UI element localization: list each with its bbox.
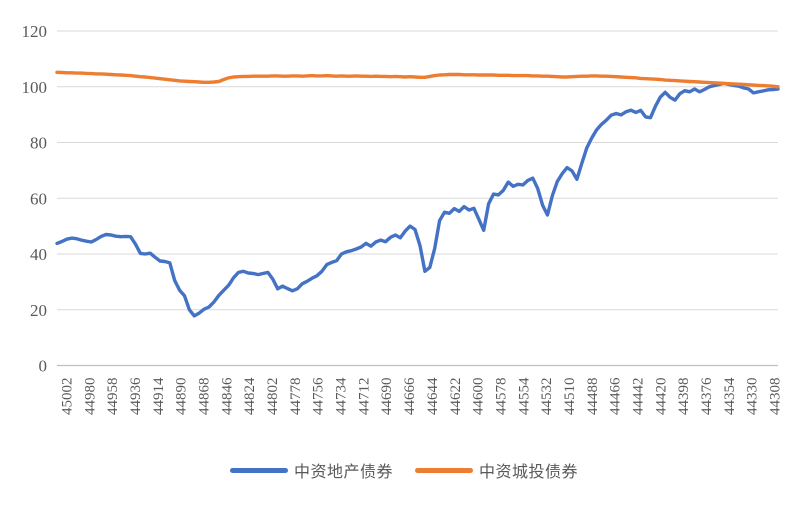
x-axis-label: 44958 [105,378,121,416]
y-axis-label: 20 [30,301,47,320]
x-axis-label: 44666 [402,377,418,415]
x-axis-label: 44824 [242,377,258,415]
x-axis-label: 44488 [585,378,601,416]
y-axis-label: 120 [22,22,48,41]
x-axis-label: 44376 [699,377,715,415]
x-axis-label: 44712 [356,378,372,416]
y-axis-label: 40 [30,245,47,264]
x-axis-label: 44868 [197,378,213,416]
x-axis-label: 44398 [676,378,692,416]
legend: 中资地产债券 中资城投债券 [0,458,808,482]
legend-label-lgfv-bonds: 中资城投债券 [479,464,579,481]
x-axis-label: 44778 [288,378,304,416]
legend-swatch-property-bonds [229,467,288,473]
series-line-1 [55,70,780,89]
x-axis-label: 44914 [151,377,167,415]
x-axis-label: 44308 [768,378,784,416]
x-axis-label: 44734 [334,377,350,415]
x-axis-label: 44510 [562,378,578,416]
y-axis-label: 60 [30,189,47,208]
x-axis-label: 44644 [425,377,441,415]
legend-label-property-bonds: 中资地产债券 [293,464,393,481]
y-axis-label: 100 [22,78,48,97]
x-axis-label: 44420 [653,378,669,416]
x-axis-label: 44622 [448,378,464,416]
x-axis-label: 44846 [219,377,235,415]
x-axis-label: 44442 [630,378,646,416]
x-axis-label: 44532 [539,378,555,416]
plot-area: 0 20 40 60 80 100 120 45002 44980 44958 44936 44914… [22,22,784,416]
x-axis-label: 44578 [493,378,509,416]
x-axis-label: 44890 [174,378,190,416]
x-axis-label: 44466 [608,377,624,415]
x-axis-label: 44690 [379,378,395,416]
legend-item-lgfv-bonds[interactable]: 中资城投债券 [415,458,578,482]
x-axis-label: 44756 [311,377,327,415]
x-axis-label: 44600 [471,378,487,416]
y-axis-label: 0 [39,357,48,376]
legend-swatch-lgfv-bonds [415,467,473,473]
x-axis-label: 44980 [82,378,98,416]
x-axis-label: 44554 [516,377,532,415]
x-axis-label: 44802 [265,378,281,416]
x-axis-label: 44936 [128,377,144,415]
x-axis-label: 45002 [60,378,76,416]
y-axis-label: 80 [30,134,47,153]
series-line-0 [55,81,780,318]
x-axis-label: 44330 [745,378,761,416]
legend-item-property-bonds[interactable]: 中资地产债券 [229,458,393,482]
x-axis-label: 44354 [722,377,738,415]
